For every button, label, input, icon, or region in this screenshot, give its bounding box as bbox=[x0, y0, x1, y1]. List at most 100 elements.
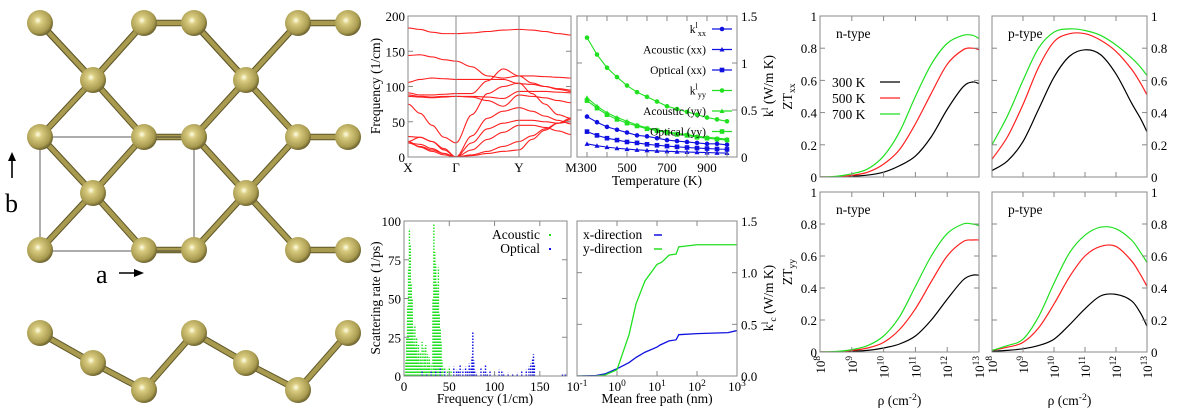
y-tick-label: 50 bbox=[392, 115, 405, 130]
zt-curve-500k bbox=[820, 239, 979, 352]
plot-area bbox=[404, 224, 567, 376]
x-tick-label: 700 bbox=[657, 160, 677, 175]
atom bbox=[233, 350, 259, 376]
x-axis-label: ρ (cm-2) bbox=[1048, 392, 1092, 408]
y-tick-label: 100 bbox=[382, 214, 402, 229]
marker-square bbox=[684, 145, 690, 150]
zt-curve-300k bbox=[992, 293, 1147, 352]
series bbox=[584, 35, 730, 124]
text-part: xx bbox=[787, 83, 798, 93]
y-tick-label: 0.8 bbox=[1151, 217, 1167, 232]
marker-square bbox=[634, 123, 640, 129]
y-tick-label: 25 bbox=[388, 330, 401, 345]
tick-base: 10 bbox=[972, 365, 987, 378]
plot-frame bbox=[819, 191, 980, 353]
marker-circle bbox=[624, 130, 630, 135]
atom bbox=[285, 124, 311, 150]
y-tick-label: 0.2 bbox=[801, 138, 817, 153]
x-axis-label: Mean free path (nm) bbox=[601, 391, 712, 406]
series bbox=[584, 129, 730, 152]
axis-a-label: a bbox=[96, 260, 108, 289]
atom bbox=[131, 377, 157, 403]
tick-exponent: 10 bbox=[877, 356, 887, 366]
plot-frame bbox=[576, 220, 738, 377]
crystal-structure: ba bbox=[5, 10, 361, 403]
y-tick-label: 0 bbox=[811, 170, 818, 185]
tick-base: 10 bbox=[567, 379, 580, 394]
marker-circle bbox=[704, 115, 710, 120]
tick-exponent: 11 bbox=[1078, 356, 1088, 365]
x-tick-label: 108 bbox=[985, 356, 1000, 374]
marker-square bbox=[644, 126, 650, 132]
tick-exponent: 13 bbox=[1140, 356, 1150, 366]
atom bbox=[181, 237, 207, 263]
marker-square bbox=[704, 135, 710, 141]
zt-curve-700k bbox=[820, 222, 979, 352]
marker-circle bbox=[674, 138, 680, 144]
atom bbox=[181, 320, 207, 346]
marker-triangle bbox=[614, 145, 620, 151]
x-tick-label: 100 bbox=[485, 379, 505, 394]
marker-circle bbox=[684, 109, 690, 115]
marker-square bbox=[594, 133, 600, 138]
y-axis-label: Scattering rate (1/ps) bbox=[368, 241, 383, 354]
x-tick-label: 100 bbox=[608, 379, 626, 394]
marker-square bbox=[674, 132, 680, 137]
text-part: Acoustic (xx) bbox=[643, 45, 706, 57]
atom bbox=[285, 237, 311, 263]
tick-base: 10 bbox=[940, 365, 955, 378]
legend-label: Acoustic bbox=[492, 227, 540, 242]
zt-chart-2: 0 0.2 0.4 0.6 0.8 1 p-type bbox=[991, 9, 1168, 185]
marker-square bbox=[614, 137, 620, 143]
atom bbox=[80, 350, 106, 376]
tick-exponent: 12 bbox=[1109, 356, 1119, 366]
atom bbox=[27, 237, 53, 263]
atom bbox=[27, 10, 53, 36]
marker-circle bbox=[644, 134, 650, 139]
x-tick-label: 1013 bbox=[972, 356, 987, 379]
tick-exponent: 8 bbox=[813, 356, 823, 361]
marker-circle bbox=[634, 89, 640, 95]
marker-triangle bbox=[674, 149, 680, 154]
panel-annotation: n-type bbox=[836, 202, 871, 217]
legend-marker bbox=[549, 234, 551, 236]
tick-base: 10 bbox=[728, 379, 741, 394]
series-optical bbox=[421, 331, 567, 376]
text-part: l bbox=[760, 107, 771, 110]
marker-square bbox=[719, 129, 725, 134]
plot-area bbox=[820, 222, 979, 352]
marker-circle bbox=[654, 99, 660, 104]
tick-base: 10 bbox=[648, 379, 661, 394]
plot-area bbox=[577, 244, 737, 376]
marker-triangle bbox=[604, 144, 610, 150]
zt-y-axis-label: ZTxx bbox=[780, 83, 798, 109]
marker-triangle bbox=[664, 148, 670, 154]
legend-label: Acoustic (xx) bbox=[643, 45, 706, 57]
legend-label: klxx bbox=[690, 21, 707, 38]
legend-label: Optical bbox=[500, 241, 540, 256]
y-tick-label: 0.5 bbox=[741, 317, 757, 332]
marker-square bbox=[694, 145, 700, 151]
marker-square bbox=[624, 120, 630, 126]
plot-area bbox=[584, 35, 730, 156]
atom bbox=[335, 10, 361, 36]
legend-label: klyy bbox=[690, 83, 707, 100]
y-tick-label: 0.8 bbox=[801, 217, 817, 232]
series-acoustic bbox=[404, 224, 455, 376]
zt-chart-4: 00.20.40.60.811081091010101110121013p-ty… bbox=[985, 185, 1168, 408]
marker-triangle bbox=[714, 150, 720, 155]
text-part: ZT bbox=[780, 268, 795, 285]
panel-annotation: n-type bbox=[836, 26, 871, 41]
x-tick-label: 50 bbox=[443, 379, 456, 394]
atom bbox=[80, 67, 106, 93]
a-arrow-head bbox=[134, 269, 144, 277]
y-tick-label: 1 bbox=[1151, 9, 1158, 24]
marker-triangle bbox=[719, 47, 725, 52]
phonon-band bbox=[408, 119, 571, 157]
tick-exponent: 9 bbox=[1016, 356, 1026, 361]
plot-frame bbox=[819, 15, 980, 178]
y-tick-label: 0.6 bbox=[1151, 73, 1168, 88]
plot-area bbox=[820, 33, 979, 177]
x-tick-label: 900 bbox=[697, 160, 717, 175]
